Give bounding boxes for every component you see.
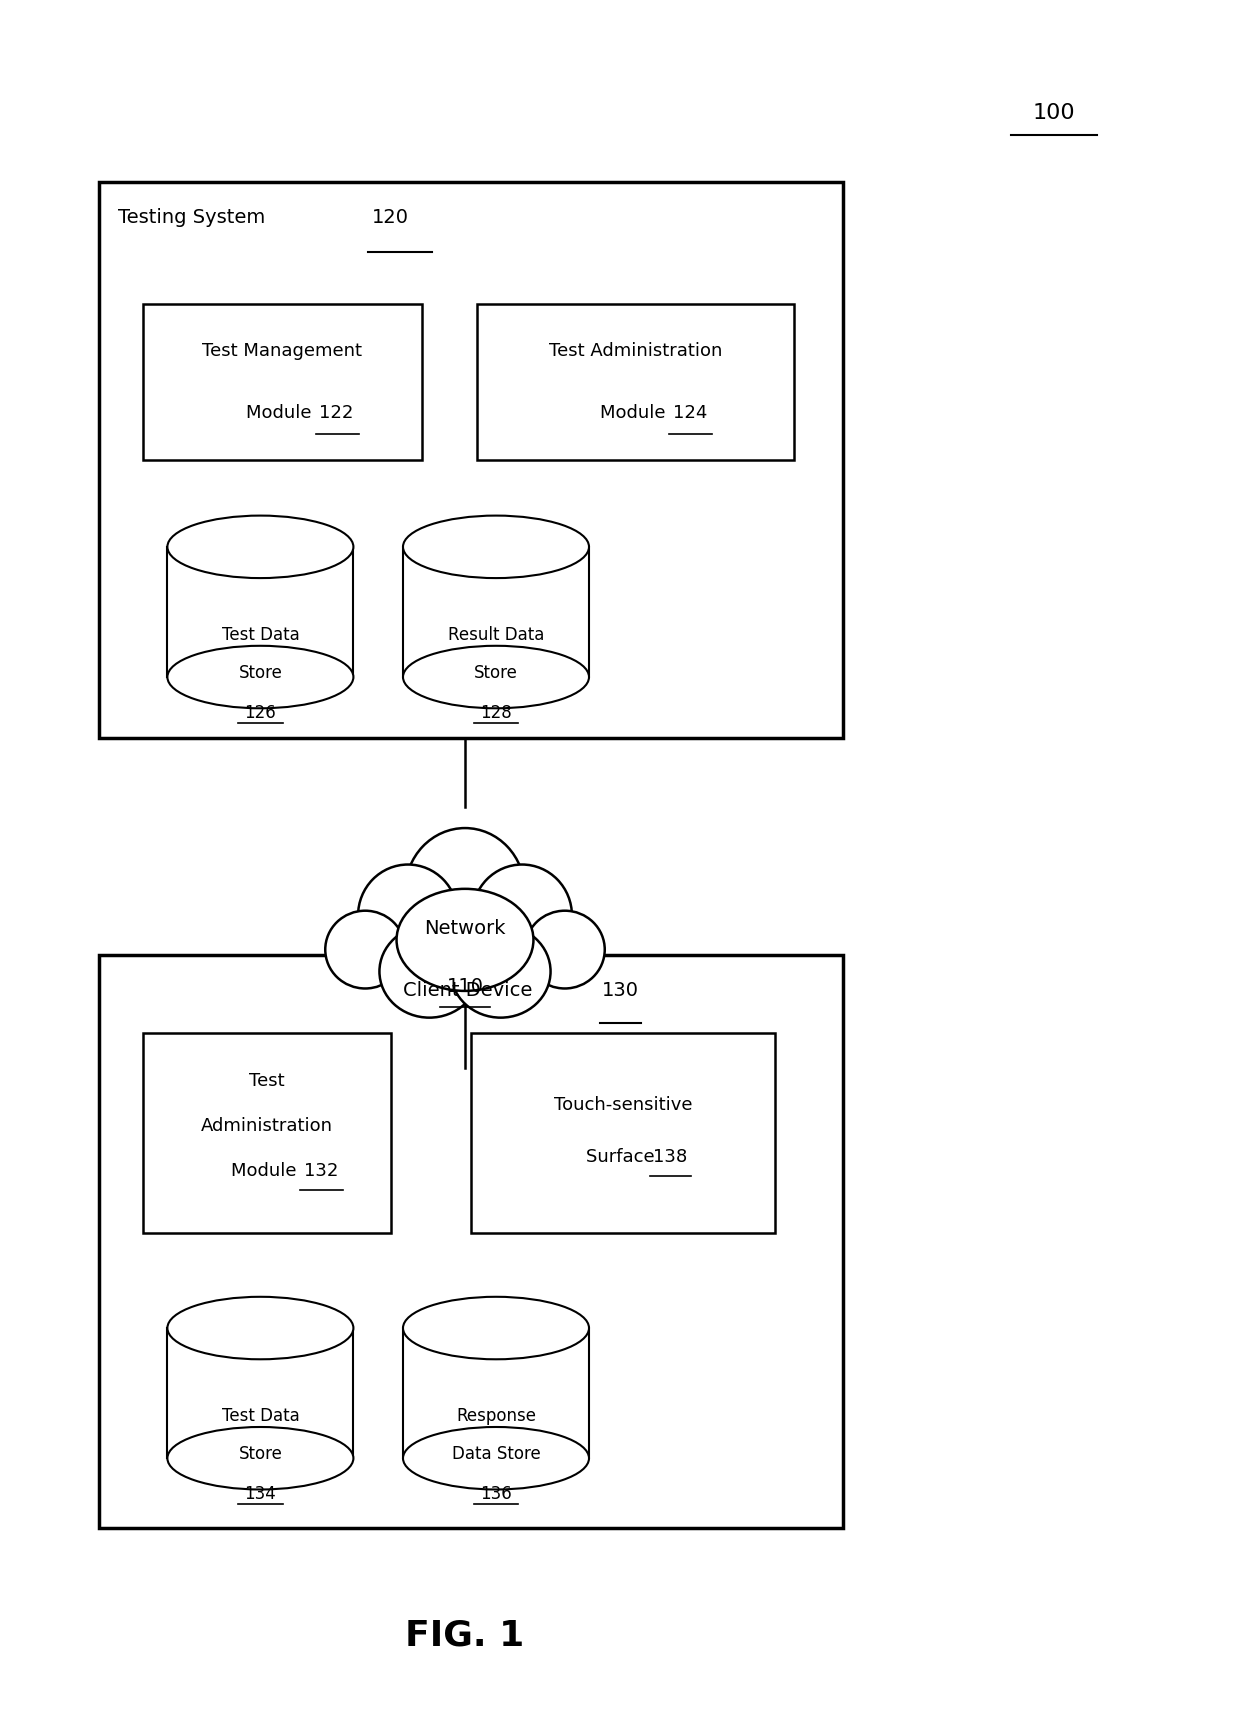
Bar (167, 547, 353, 677)
Text: Data Store: Data Store (451, 1444, 541, 1463)
Text: Network: Network (424, 920, 506, 937)
Text: 130: 130 (601, 981, 639, 1000)
Ellipse shape (403, 1297, 589, 1359)
Bar (477, 304, 794, 460)
Text: Store: Store (238, 663, 283, 682)
Bar (99, 182, 843, 738)
Bar (99, 955, 843, 1528)
Text: Module: Module (247, 404, 317, 422)
Ellipse shape (472, 865, 572, 967)
Text: Store: Store (238, 1444, 283, 1463)
Text: Response: Response (456, 1406, 536, 1425)
Ellipse shape (403, 646, 589, 708)
Ellipse shape (403, 516, 589, 578)
Text: Store: Store (474, 663, 518, 682)
Text: Module: Module (231, 1161, 303, 1180)
Text: 128: 128 (480, 705, 512, 722)
Text: Test Data: Test Data (222, 625, 299, 644)
Bar (143, 1033, 391, 1233)
Ellipse shape (167, 516, 353, 578)
Ellipse shape (167, 1297, 353, 1359)
Ellipse shape (358, 865, 458, 967)
Ellipse shape (325, 911, 405, 988)
Bar (403, 1328, 589, 1458)
Text: 138: 138 (653, 1147, 687, 1167)
Text: 126: 126 (244, 705, 277, 722)
Text: Test Data: Test Data (222, 1406, 299, 1425)
Ellipse shape (167, 646, 353, 708)
Text: Result Data: Result Data (448, 625, 544, 644)
Text: Client Device: Client Device (403, 981, 539, 1000)
Ellipse shape (403, 1427, 589, 1489)
Text: 110: 110 (446, 977, 484, 995)
Ellipse shape (450, 925, 551, 1017)
Text: 134: 134 (244, 1486, 277, 1503)
Text: Touch-sensitive: Touch-sensitive (554, 1095, 692, 1115)
Bar (143, 304, 422, 460)
Ellipse shape (167, 1427, 353, 1489)
Text: Surface: Surface (587, 1147, 660, 1167)
Ellipse shape (405, 828, 525, 955)
Ellipse shape (379, 925, 480, 1017)
Text: 120: 120 (372, 208, 409, 227)
Text: Test: Test (249, 1071, 284, 1090)
Text: 132: 132 (304, 1161, 339, 1180)
Text: Test Administration: Test Administration (549, 342, 722, 359)
Text: Administration: Administration (201, 1116, 332, 1135)
Ellipse shape (397, 889, 533, 991)
Text: FIG. 1: FIG. 1 (405, 1618, 525, 1653)
Text: 122: 122 (320, 404, 353, 422)
Text: 124: 124 (673, 404, 707, 422)
Bar (403, 547, 589, 677)
Bar (167, 1328, 353, 1458)
Text: Testing System: Testing System (118, 208, 272, 227)
Bar (471, 1033, 775, 1233)
Text: Test Management: Test Management (202, 342, 362, 359)
Text: Module: Module (600, 404, 671, 422)
Ellipse shape (525, 911, 605, 988)
Text: 136: 136 (480, 1486, 512, 1503)
Text: 100: 100 (1033, 102, 1075, 123)
